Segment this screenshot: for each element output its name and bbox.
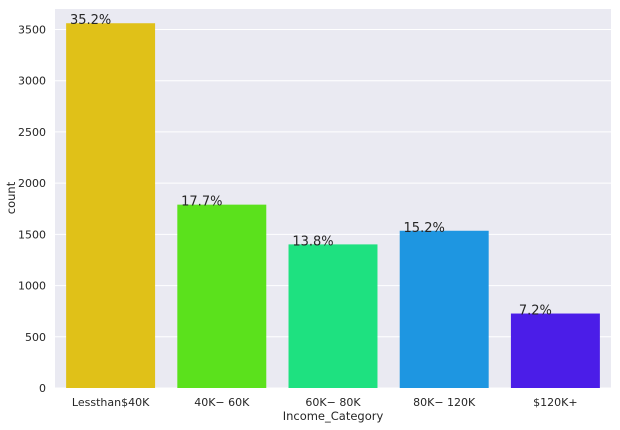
y-axis-label: count xyxy=(4,181,18,214)
x-tick-label: 40K− 60K xyxy=(194,396,250,409)
y-tick-label: 2500 xyxy=(18,126,46,139)
y-tick-label: 500 xyxy=(25,331,46,344)
x-axis-label: Income_Category xyxy=(283,409,384,423)
x-tick-label: 60K− 80K xyxy=(305,396,361,409)
x-tick-label: $120K+ xyxy=(533,396,577,409)
data-label: 17.7% xyxy=(181,195,222,210)
y-axis: 0 500 1000 1500 2000 2500 3000 3500 xyxy=(18,23,46,395)
y-tick-label: 2000 xyxy=(18,177,46,190)
bar xyxy=(399,230,489,388)
x-axis: Lessthan$40K 40K− 60K 60K− 80K 80K− 120K $12… xyxy=(72,396,578,409)
x-tick-label: 80K− 120K xyxy=(413,396,476,409)
y-tick-label: 1000 xyxy=(18,280,46,293)
y-tick-label: 1500 xyxy=(18,228,46,241)
y-tick-label: 3000 xyxy=(18,75,46,88)
data-label: 35.2% xyxy=(70,13,111,28)
x-tick-label: Lessthan$40K xyxy=(72,396,150,409)
bar xyxy=(177,204,267,388)
bar xyxy=(66,23,156,389)
y-tick-label: 3500 xyxy=(18,23,46,36)
y-tick-label: 0 xyxy=(39,382,46,395)
bar xyxy=(288,244,378,388)
data-labels: 35.2% 17.7% 13.8% 15.2% 7.2% xyxy=(70,13,552,318)
data-label: 13.8% xyxy=(292,234,333,249)
data-label: 7.2% xyxy=(519,304,552,319)
bar xyxy=(510,313,600,388)
data-label: 15.2% xyxy=(404,221,445,236)
bars xyxy=(66,23,600,389)
